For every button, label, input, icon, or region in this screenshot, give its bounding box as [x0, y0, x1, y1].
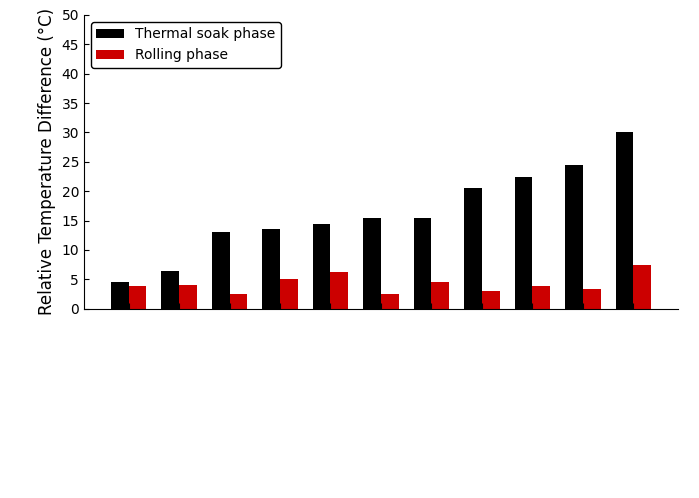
Bar: [280, 279, 298, 309]
Bar: [633, 265, 651, 309]
Bar: [616, 132, 633, 309]
Bar: [262, 230, 280, 309]
Bar: [161, 270, 179, 309]
Bar: [129, 286, 146, 309]
Bar: [482, 291, 500, 309]
Bar: [414, 218, 431, 309]
Bar: [381, 294, 398, 309]
Bar: [111, 282, 129, 309]
Y-axis label: Relative Temperature Difference (°C): Relative Temperature Difference (°C): [38, 8, 56, 315]
Legend: Thermal soak phase, Rolling phase: Thermal soak phase, Rolling phase: [91, 22, 281, 68]
Bar: [363, 218, 381, 309]
Bar: [583, 289, 600, 309]
Bar: [313, 224, 331, 309]
Bar: [533, 286, 550, 309]
Bar: [431, 282, 449, 309]
Bar: [514, 176, 533, 309]
Bar: [565, 165, 583, 309]
Bar: [229, 294, 247, 309]
Bar: [179, 285, 196, 309]
Bar: [464, 188, 482, 309]
Bar: [212, 233, 229, 309]
Bar: [331, 272, 348, 309]
